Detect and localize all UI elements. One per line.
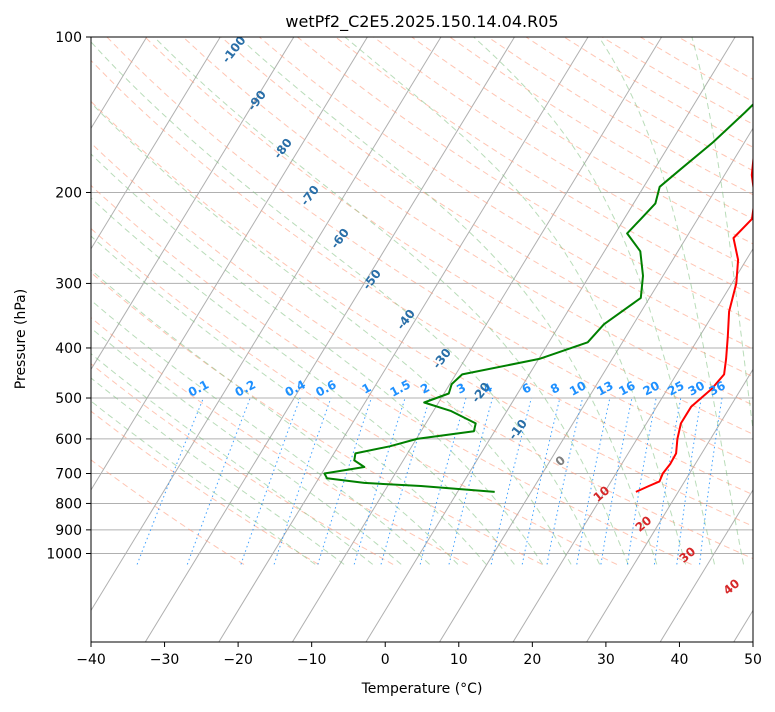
- y-tick-label: 600: [55, 432, 82, 448]
- y-tick-label: 400: [55, 341, 82, 357]
- y-tick-label: 1000: [46, 547, 82, 563]
- chart-title: wetPf2_C2E5.2025.150.14.04.R05: [285, 12, 558, 32]
- y-tick-label: 200: [55, 185, 82, 201]
- x-tick-label: 50: [744, 652, 762, 668]
- y-tick-label: 500: [55, 391, 82, 407]
- x-tick-label: −40: [76, 652, 106, 668]
- x-tick-label: 30: [597, 652, 615, 668]
- x-tick-label: −10: [297, 652, 327, 668]
- y-tick-label: 900: [55, 523, 82, 539]
- y-tick-label: 300: [55, 276, 82, 292]
- x-tick-label: 10: [450, 652, 468, 668]
- y-tick-label: 100: [55, 30, 82, 46]
- x-tick-label: 20: [523, 652, 541, 668]
- x-tick-label: 0: [381, 652, 390, 668]
- y-tick-label: 800: [55, 496, 82, 512]
- y-axis-label: Pressure (hPa): [13, 289, 29, 389]
- x-axis-label: Temperature (°C): [361, 681, 483, 697]
- y-tick-label: 700: [55, 466, 82, 482]
- x-tick-label: 40: [671, 652, 689, 668]
- x-tick-label: −30: [150, 652, 180, 668]
- x-tick-label: −20: [223, 652, 253, 668]
